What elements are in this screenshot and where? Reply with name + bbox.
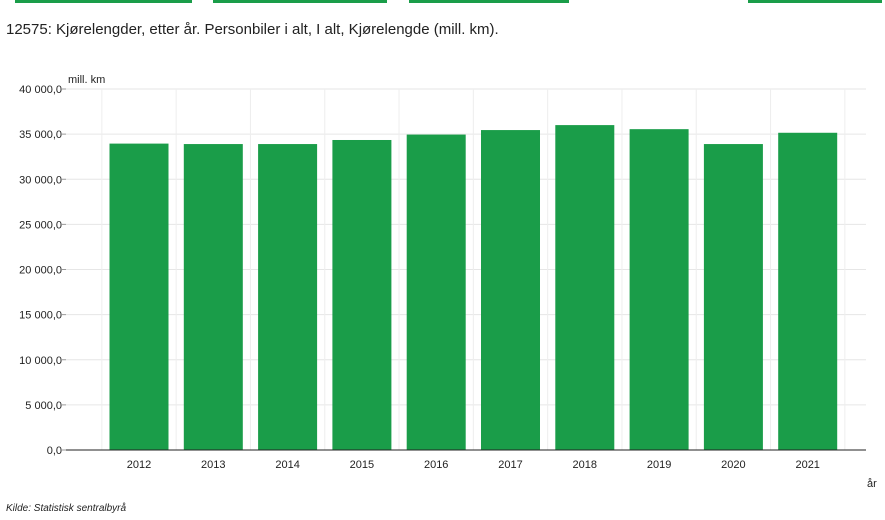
y-tick-label: 35 000,0 <box>19 129 62 141</box>
x-tick-label: 2017 <box>498 459 522 471</box>
bar-2015 <box>332 139 392 450</box>
bar-2012 <box>109 143 169 450</box>
x-axis-label: år <box>867 478 877 490</box>
y-tick-label: 20 000,0 <box>19 265 62 277</box>
y-tick-label: 25 000,0 <box>19 219 62 231</box>
tab-strip-1[interactable] <box>15 0 192 3</box>
bar-chart: 0,0 5 000,0 10 000,0 15 000,0 20 000,0 25 000… <box>19 74 877 490</box>
y-axis: 0,0 5 000,0 10 000,0 15 000,0 20 000,0 25 000… <box>19 84 62 457</box>
y-tick-label: 0,0 <box>47 445 62 457</box>
bar-2018 <box>555 125 615 450</box>
x-axis: 2012 2013 2014 2015 2016 2017 2018 2019 2020 2021 <box>66 449 866 471</box>
bar-2020 <box>703 144 763 451</box>
chart-title: 12575: Kjørelengder, etter år. Personbil… <box>6 21 499 38</box>
tab-strip-2[interactable] <box>213 0 387 3</box>
y-tick-label: 40 000,0 <box>19 84 62 96</box>
x-tick-label: 2012 <box>127 459 151 471</box>
bar-2021 <box>778 132 838 451</box>
x-tick-label: 2015 <box>350 459 374 471</box>
x-tick-label: 2016 <box>424 459 448 471</box>
bar-2014 <box>258 144 318 451</box>
y-tick-label: 15 000,0 <box>19 310 62 322</box>
tab-strip-3[interactable] <box>409 0 569 3</box>
y-unit-label: mill. km <box>68 74 105 86</box>
x-tick-label: 2013 <box>201 459 225 471</box>
tab-strip-4[interactable] <box>748 0 882 3</box>
x-tick-label: 2020 <box>721 459 745 471</box>
bar-2019 <box>629 129 689 450</box>
y-tick-label: 10 000,0 <box>19 355 62 367</box>
bar-2017 <box>481 130 540 450</box>
x-tick-label: 2018 <box>573 459 597 471</box>
x-tick-label: 2019 <box>647 459 671 471</box>
y-tick-label: 5 000,0 <box>25 400 62 412</box>
x-tick-label: 2021 <box>795 459 819 471</box>
source-note: Kilde: Statistisk sentralbyrå <box>6 503 127 514</box>
bar-2013 <box>183 144 243 451</box>
bars <box>109 125 838 451</box>
y-tick-label: 30 000,0 <box>19 174 62 186</box>
x-tick-label: 2014 <box>275 459 299 471</box>
bar-2016 <box>406 134 466 451</box>
